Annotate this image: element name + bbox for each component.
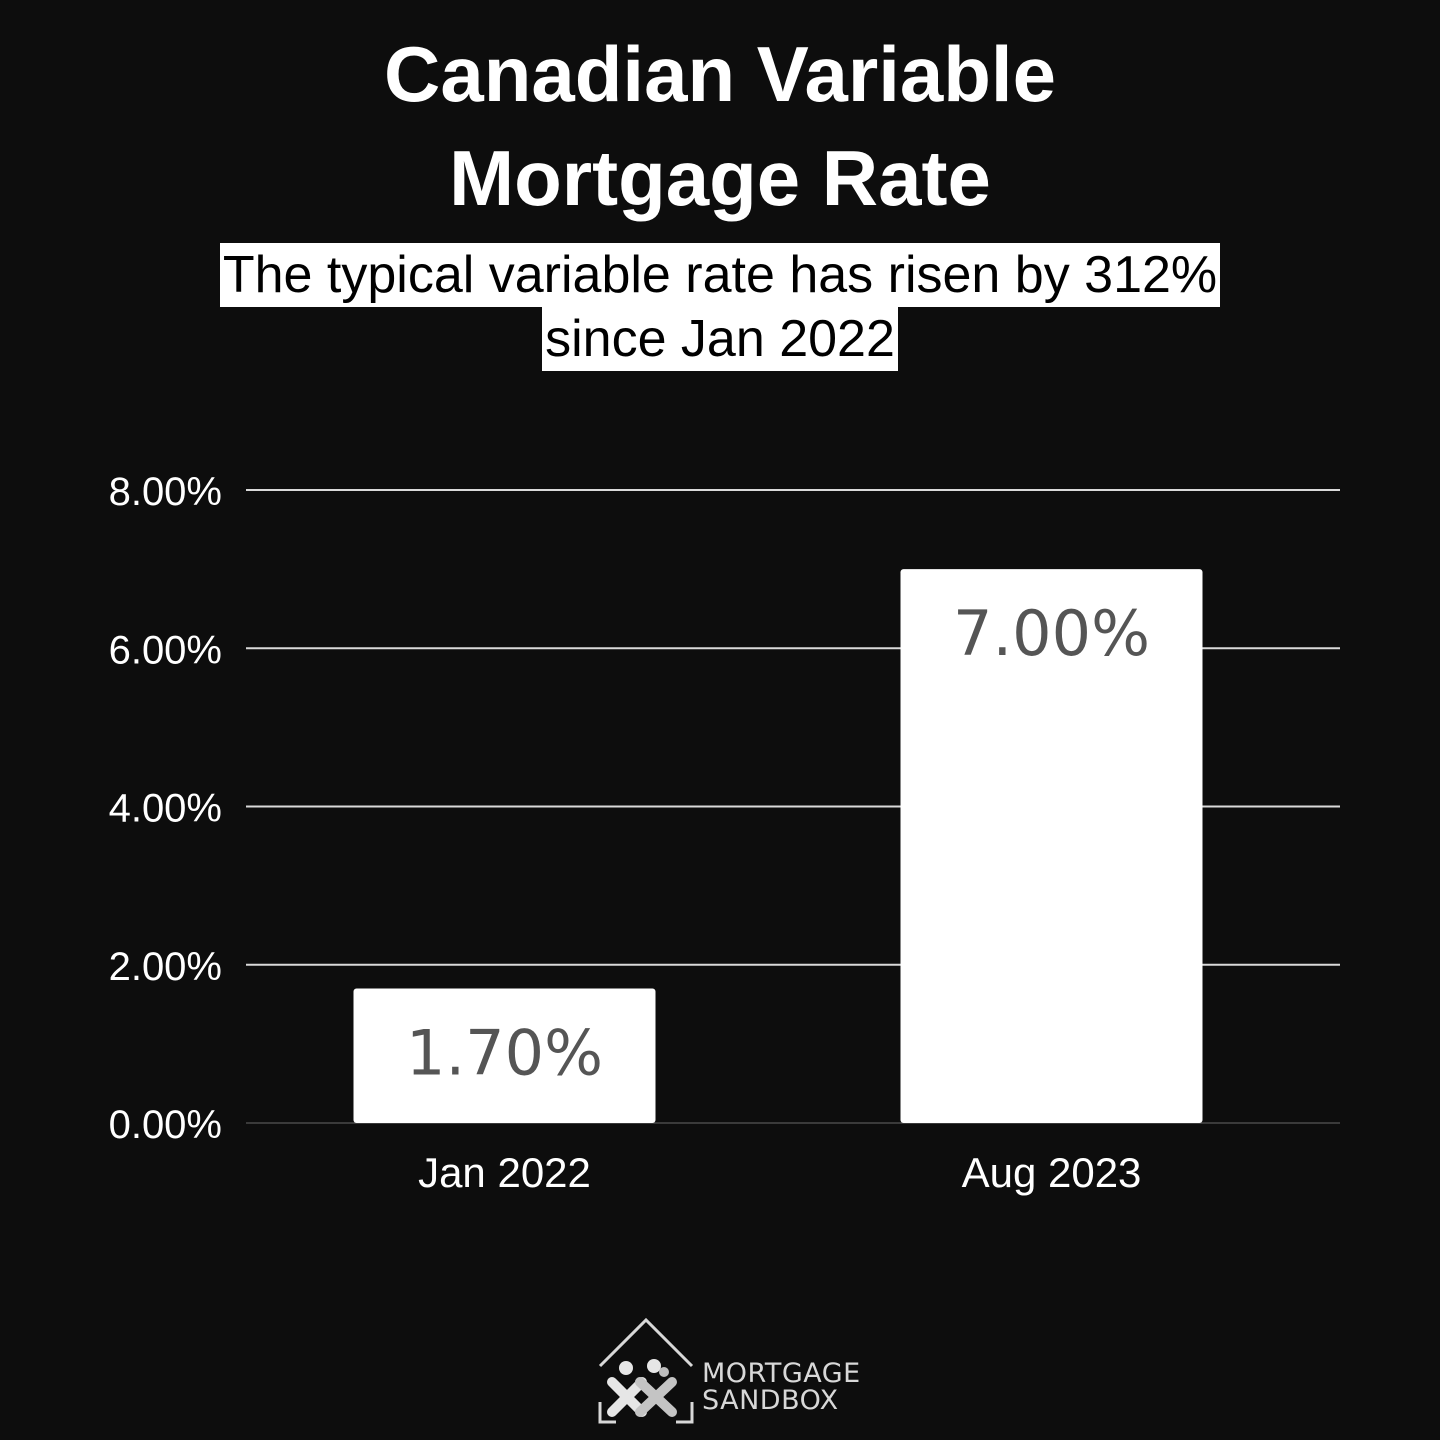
data-label: 1.70% [406,1016,603,1089]
chart-subtitle-line2: since Jan 2022 [542,307,898,371]
y-tick-label: 6.00% [109,628,222,672]
bar [353,988,656,1123]
data-labels: 1.70% 7.00% [406,597,1150,1089]
x-category-label: Jan 2022 [418,1149,591,1196]
chart-title-line2: Mortgage Rate [449,134,991,222]
chart-subtitle-line1: The typical variable rate has risen by 3… [219,243,1221,307]
y-tick-label: 2.00% [109,945,222,989]
y-tick-label: 8.00% [109,470,222,514]
y-tick-label: 0.00% [109,1103,222,1147]
y-axis-ticks: 0.00% 2.00% 4.00% 6.00% 8.00% [109,470,222,1147]
data-label: 7.00% [953,597,1150,670]
chart-title-line1: Canadian Variable [384,30,1056,118]
house-logo-icon [598,1317,694,1424]
logo-text-line2: SANDBOX [702,1385,839,1416]
x-category-label: Aug 2023 [962,1149,1142,1196]
bar-chart: 0.00% 2.00% 4.00% 6.00% 8.00% 1.70% 7.00% Jan… [109,470,1340,1196]
chart-subtitle: The typical variable rate has risen by 3… [0,243,1440,371]
logo-text-line1: MORTGAGE [702,1358,861,1389]
chart-title: Canadian Variable Mortgage Rate [0,22,1440,230]
x-axis-categories: Jan 2022 Aug 2023 [418,1149,1141,1196]
logo-text: MORTGAGE SANDBOX [702,1360,861,1414]
mortgage-sandbox-logo: MORTGAGE SANDBOX [596,1316,860,1426]
y-tick-label: 4.00% [109,787,222,831]
bars [353,569,1203,1123]
bar [900,569,1203,1123]
